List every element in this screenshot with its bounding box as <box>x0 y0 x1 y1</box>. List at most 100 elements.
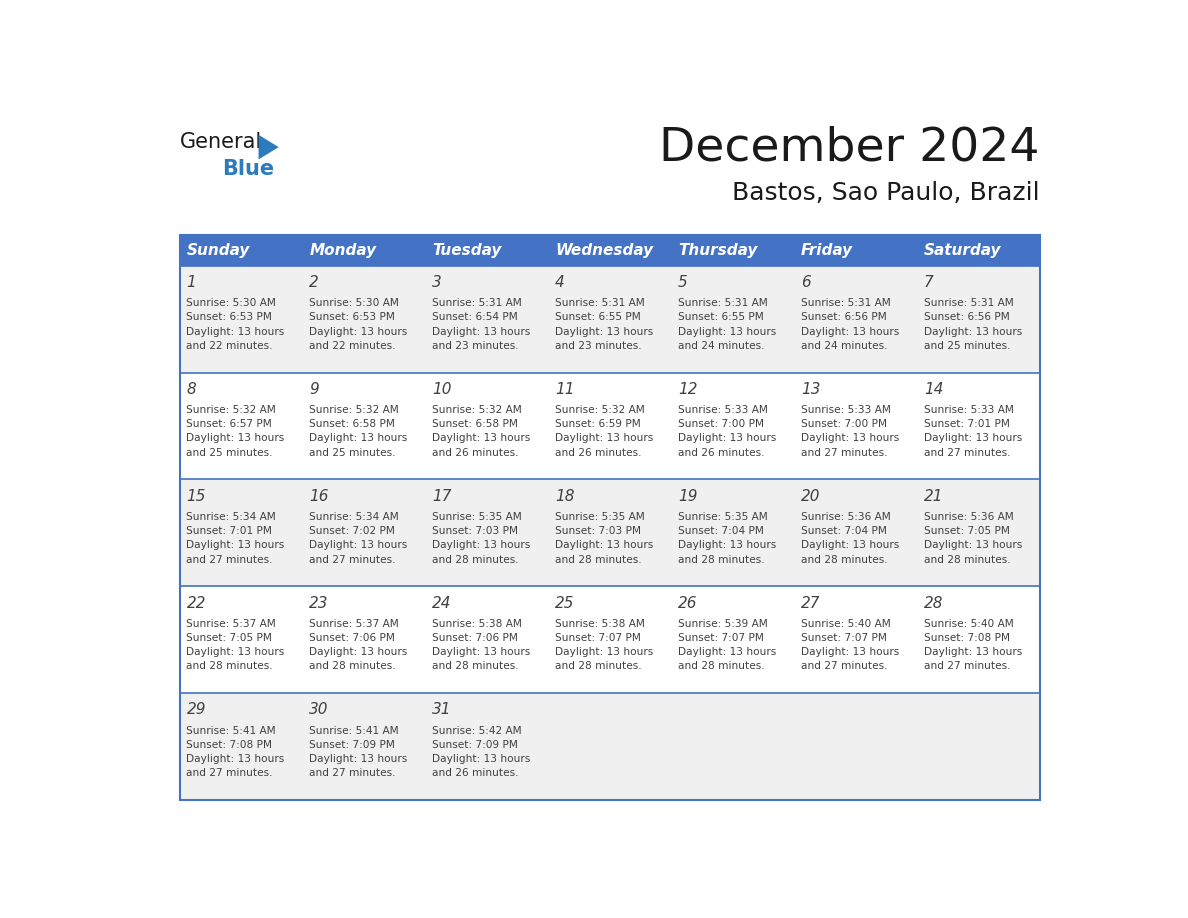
Bar <box>179 693 1040 800</box>
Text: Sunrise: 5:33 AM: Sunrise: 5:33 AM <box>924 405 1013 415</box>
Text: Sunrise: 5:41 AM: Sunrise: 5:41 AM <box>187 725 276 735</box>
Text: Sunrise: 5:31 AM: Sunrise: 5:31 AM <box>924 298 1013 308</box>
Text: 5: 5 <box>678 274 688 290</box>
Text: Daylight: 13 hours: Daylight: 13 hours <box>678 433 776 443</box>
Text: Sunset: 6:59 PM: Sunset: 6:59 PM <box>555 420 640 429</box>
Text: 30: 30 <box>309 702 329 718</box>
Text: 1: 1 <box>187 274 196 290</box>
Text: Sunrise: 5:41 AM: Sunrise: 5:41 AM <box>309 725 399 735</box>
Text: Daylight: 13 hours: Daylight: 13 hours <box>678 327 776 337</box>
Text: Sunrise: 5:32 AM: Sunrise: 5:32 AM <box>555 405 645 415</box>
Text: 24: 24 <box>432 596 451 610</box>
Text: Daylight: 13 hours: Daylight: 13 hours <box>187 541 285 550</box>
Text: Daylight: 13 hours: Daylight: 13 hours <box>678 541 776 550</box>
Text: Sunset: 6:56 PM: Sunset: 6:56 PM <box>924 312 1010 322</box>
Text: Daylight: 13 hours: Daylight: 13 hours <box>432 327 531 337</box>
Text: Daylight: 13 hours: Daylight: 13 hours <box>187 327 285 337</box>
Text: Daylight: 13 hours: Daylight: 13 hours <box>432 754 531 764</box>
Text: and 27 minutes.: and 27 minutes. <box>924 661 1010 671</box>
Text: 20: 20 <box>801 488 821 504</box>
Text: and 26 minutes.: and 26 minutes. <box>432 768 519 778</box>
Text: 8: 8 <box>187 382 196 397</box>
Text: Daylight: 13 hours: Daylight: 13 hours <box>678 647 776 657</box>
Text: Sunrise: 5:36 AM: Sunrise: 5:36 AM <box>801 512 891 521</box>
Text: Sunset: 6:55 PM: Sunset: 6:55 PM <box>678 312 764 322</box>
Text: and 27 minutes.: and 27 minutes. <box>187 554 273 565</box>
Text: Sunset: 7:07 PM: Sunset: 7:07 PM <box>678 633 764 643</box>
Text: Sunset: 7:03 PM: Sunset: 7:03 PM <box>432 526 518 536</box>
Text: and 28 minutes.: and 28 minutes. <box>678 554 765 565</box>
Text: Sunset: 7:01 PM: Sunset: 7:01 PM <box>924 420 1010 429</box>
Text: and 24 minutes.: and 24 minutes. <box>801 341 887 351</box>
Text: 29: 29 <box>187 702 206 718</box>
Text: Daylight: 13 hours: Daylight: 13 hours <box>924 647 1022 657</box>
Text: Daylight: 13 hours: Daylight: 13 hours <box>555 433 653 443</box>
Text: 25: 25 <box>555 596 575 610</box>
Text: 28: 28 <box>924 596 943 610</box>
Text: Daylight: 13 hours: Daylight: 13 hours <box>801 327 899 337</box>
Text: Daylight: 13 hours: Daylight: 13 hours <box>187 754 285 764</box>
Text: Sunrise: 5:38 AM: Sunrise: 5:38 AM <box>432 619 523 629</box>
Text: and 27 minutes.: and 27 minutes. <box>801 448 887 458</box>
Text: Sunset: 7:02 PM: Sunset: 7:02 PM <box>309 526 396 536</box>
Text: 31: 31 <box>432 702 451 718</box>
Text: and 28 minutes.: and 28 minutes. <box>924 554 1011 565</box>
Bar <box>179 235 1040 800</box>
Text: Daylight: 13 hours: Daylight: 13 hours <box>801 647 899 657</box>
Text: 3: 3 <box>432 274 442 290</box>
Bar <box>179 265 1040 373</box>
Text: Sunrise: 5:36 AM: Sunrise: 5:36 AM <box>924 512 1013 521</box>
Text: Sunrise: 5:40 AM: Sunrise: 5:40 AM <box>801 619 891 629</box>
Text: Bastos, Sao Paulo, Brazil: Bastos, Sao Paulo, Brazil <box>732 181 1040 205</box>
Text: and 28 minutes.: and 28 minutes. <box>678 661 765 671</box>
Text: and 22 minutes.: and 22 minutes. <box>187 341 273 351</box>
Text: and 28 minutes.: and 28 minutes. <box>801 554 887 565</box>
Text: 10: 10 <box>432 382 451 397</box>
Text: and 28 minutes.: and 28 minutes. <box>432 661 519 671</box>
Text: and 27 minutes.: and 27 minutes. <box>801 661 887 671</box>
Text: Sunset: 6:53 PM: Sunset: 6:53 PM <box>187 312 272 322</box>
Text: Sunrise: 5:33 AM: Sunrise: 5:33 AM <box>801 405 891 415</box>
Text: Daylight: 13 hours: Daylight: 13 hours <box>924 327 1022 337</box>
Text: Sunrise: 5:38 AM: Sunrise: 5:38 AM <box>555 619 645 629</box>
Text: and 28 minutes.: and 28 minutes. <box>555 661 642 671</box>
Text: Daylight: 13 hours: Daylight: 13 hours <box>432 433 531 443</box>
Text: and 22 minutes.: and 22 minutes. <box>309 341 396 351</box>
Text: Sunrise: 5:37 AM: Sunrise: 5:37 AM <box>187 619 277 629</box>
Text: and 28 minutes.: and 28 minutes. <box>555 554 642 565</box>
Text: and 27 minutes.: and 27 minutes. <box>187 768 273 778</box>
Text: Daylight: 13 hours: Daylight: 13 hours <box>309 541 407 550</box>
Text: Sunrise: 5:33 AM: Sunrise: 5:33 AM <box>678 405 767 415</box>
Text: Sunrise: 5:35 AM: Sunrise: 5:35 AM <box>678 512 767 521</box>
Text: Wednesday: Wednesday <box>555 242 653 258</box>
Text: Sunset: 7:01 PM: Sunset: 7:01 PM <box>187 526 272 536</box>
Bar <box>179 373 1040 479</box>
Text: and 23 minutes.: and 23 minutes. <box>432 341 519 351</box>
Text: Sunset: 7:08 PM: Sunset: 7:08 PM <box>924 633 1010 643</box>
Text: Blue: Blue <box>222 160 274 179</box>
Text: 15: 15 <box>187 488 206 504</box>
Text: Sunrise: 5:40 AM: Sunrise: 5:40 AM <box>924 619 1013 629</box>
Text: and 23 minutes.: and 23 minutes. <box>555 341 642 351</box>
Text: 6: 6 <box>801 274 810 290</box>
Text: Sunrise: 5:30 AM: Sunrise: 5:30 AM <box>187 298 277 308</box>
Text: 12: 12 <box>678 382 697 397</box>
Text: Sunset: 7:06 PM: Sunset: 7:06 PM <box>432 633 518 643</box>
Text: Sunset: 7:09 PM: Sunset: 7:09 PM <box>309 740 396 750</box>
Text: 16: 16 <box>309 488 329 504</box>
Text: General: General <box>179 131 261 151</box>
Text: Sunrise: 5:31 AM: Sunrise: 5:31 AM <box>432 298 522 308</box>
Text: Daylight: 13 hours: Daylight: 13 hours <box>309 754 407 764</box>
Text: Sunrise: 5:39 AM: Sunrise: 5:39 AM <box>678 619 767 629</box>
Text: Sunset: 6:55 PM: Sunset: 6:55 PM <box>555 312 640 322</box>
Polygon shape <box>259 135 279 160</box>
Text: Sunrise: 5:31 AM: Sunrise: 5:31 AM <box>801 298 891 308</box>
Text: 4: 4 <box>555 274 565 290</box>
Text: Sunset: 6:54 PM: Sunset: 6:54 PM <box>432 312 518 322</box>
Text: Daylight: 13 hours: Daylight: 13 hours <box>309 327 407 337</box>
Text: 21: 21 <box>924 488 943 504</box>
Text: Sunset: 6:58 PM: Sunset: 6:58 PM <box>309 420 396 429</box>
Text: and 24 minutes.: and 24 minutes. <box>678 341 765 351</box>
Text: Sunrise: 5:37 AM: Sunrise: 5:37 AM <box>309 619 399 629</box>
Text: 11: 11 <box>555 382 575 397</box>
